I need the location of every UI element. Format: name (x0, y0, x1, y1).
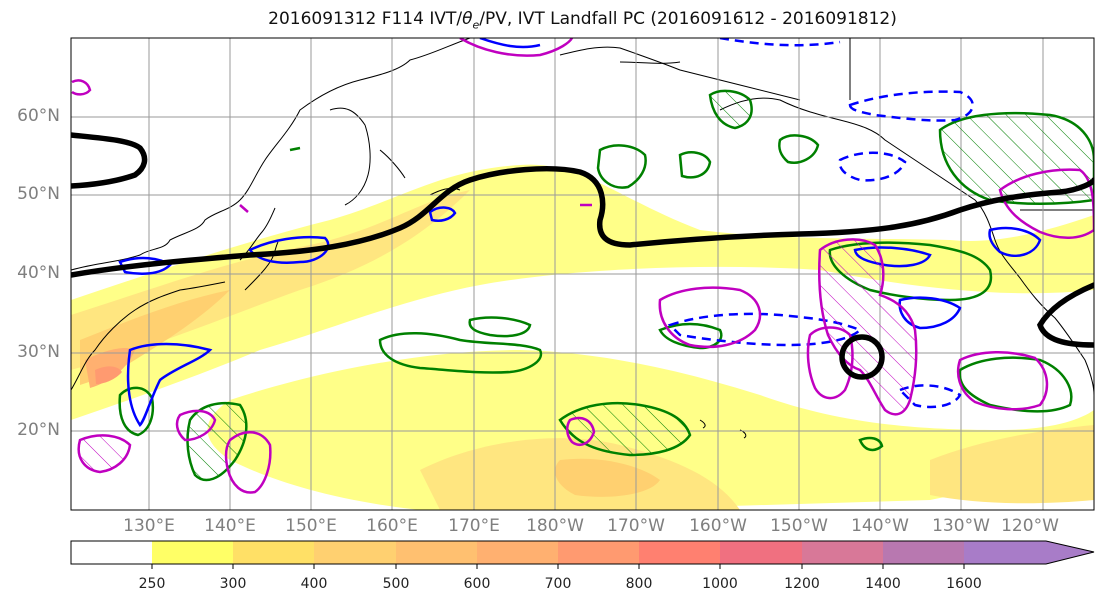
colorbar-segment (152, 541, 233, 564)
lon-label: 140°W (851, 516, 909, 536)
figure-title: 2016091312 F114 IVT/θe/PV, IVT Landfall … (268, 9, 897, 32)
lon-label: 130°E (123, 516, 175, 536)
pv-contours (118, 89, 1094, 482)
colorbar-tick-label: 1200 (784, 576, 820, 592)
lon-label: 150°E (285, 516, 337, 536)
colorbar-tick-label: 1400 (865, 576, 901, 592)
colorbar (70, 540, 1095, 569)
graticule (71, 38, 1094, 510)
colorbar-segment (314, 541, 396, 564)
colorbar-tick-label: 1600 (946, 576, 982, 592)
colorbar-frame (70, 540, 1095, 565)
colorbar-segment (720, 541, 802, 564)
colorbar-tick-label: 600 (463, 576, 491, 592)
lon-label: 170°W (607, 516, 665, 536)
lon-label: 120°W (1001, 516, 1059, 536)
lon-label: 170°E (448, 516, 500, 536)
lat-label: 20°N (17, 420, 60, 440)
lon-label: 140°E (204, 516, 256, 536)
colorbar-segment (964, 541, 1046, 564)
theta-e-contours (118, 38, 1042, 427)
colorbar-segment (233, 541, 314, 564)
dynamic-tropopause-line (71, 132, 1094, 380)
coastlines (71, 38, 1094, 439)
lon-label: 160°E (366, 516, 418, 536)
lat-label: 60°N (17, 106, 60, 126)
lon-label: 150°W (770, 516, 828, 536)
lon-label: 130°W (932, 516, 990, 536)
colorbar-segment (477, 541, 558, 564)
lon-label: 160°W (689, 516, 747, 536)
lat-label: 30°N (17, 342, 60, 362)
lat-label: 50°N (17, 184, 60, 204)
colorbar-segment (883, 541, 964, 564)
colorbar-segment (639, 541, 720, 564)
colorbar-tick-label: 1000 (702, 576, 738, 592)
lon-label: 180°W (526, 516, 584, 536)
colorbar-tick-label: 500 (382, 576, 410, 592)
colorbar-tick-label: 300 (219, 576, 247, 592)
ivt-landfall-pc-contours (71, 38, 1094, 494)
map-frame (70, 37, 1095, 511)
colorbar-segment (396, 541, 477, 564)
colorbar-tick-label: 400 (300, 576, 328, 592)
colorbar-segment (558, 541, 639, 564)
colorbar-extend-arrow (1046, 541, 1094, 564)
colorbar-tick-label: 250 (138, 576, 166, 592)
map-panel (71, 38, 1094, 510)
colorbar-segment (802, 541, 883, 564)
colorbar-tick-label: 800 (625, 576, 653, 592)
lat-label: 40°N (17, 263, 60, 283)
colorbar-segment (71, 541, 152, 564)
negative-contours (667, 38, 974, 409)
colorbar-tick-label: 700 (544, 576, 572, 592)
